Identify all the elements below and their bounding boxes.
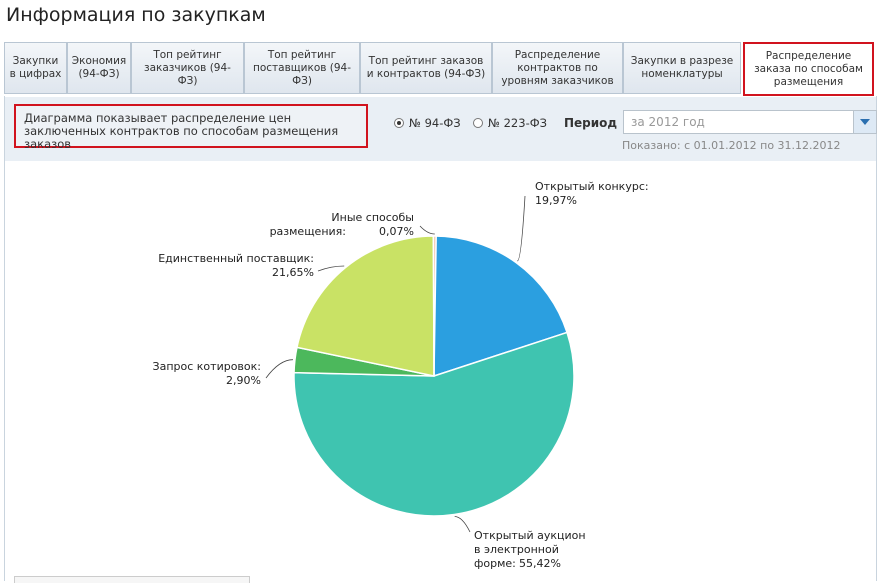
tab-procurement-figures[interactable]: Закупки в цифрах (4, 42, 67, 94)
slice-open-contest[interactable] (433, 235, 569, 378)
leader-quotation (265, 359, 293, 379)
label-other-name-1: Иные способы (331, 211, 414, 224)
label-quotation-name: Запрос котировок: (153, 360, 261, 373)
tab-top-suppliers[interactable]: Топ рейтинг поставщиков (94-ФЗ) (244, 42, 360, 94)
tab-nomenclature[interactable]: Закупки в разрезе номенклатуры (623, 42, 741, 94)
label-single-supplier-value: 21,65% (272, 266, 314, 279)
tab-top-orders-contracts[interactable]: Топ рейтинг заказов и контрактов (94-ФЗ) (360, 42, 492, 94)
label-open-contest-value: 19,97% (535, 194, 577, 207)
leader-single-supplier (317, 265, 345, 272)
chart-description: Диаграмма показывает распределение цен з… (14, 104, 368, 151)
leader-other (419, 225, 435, 235)
period-label: Период (564, 116, 618, 130)
leader-e-auction (454, 516, 471, 533)
slice-other[interactable] (432, 235, 437, 377)
period-dropdown-button[interactable] (853, 111, 876, 133)
label-leader-lines (265, 195, 526, 533)
label-e-auction-name-2: в электронной (474, 543, 559, 556)
tab-bar: Закупки в цифрах Экономия (94-ФЗ) Топ ре… (4, 42, 877, 96)
period-select-value: за 2012 год (631, 115, 705, 129)
leader-open-contest (516, 195, 526, 262)
radio-223-fz[interactable]: № 223-ФЗ (473, 116, 547, 130)
label-e-auction-name-1: Открытый аукцион (474, 529, 586, 542)
tab-placement-methods[interactable]: Распределение заказа по способам размеще… (743, 42, 874, 96)
label-e-auction-name-3: форме: (474, 557, 516, 570)
page-title: Информация по закупкам (6, 4, 266, 26)
radio-94-fz[interactable]: № 94-ФЗ (394, 116, 461, 130)
period-select[interactable]: за 2012 год (623, 110, 877, 134)
bottom-panel-edge (14, 576, 250, 583)
tab-contract-distribution-levels[interactable]: Распределение контрактов по уровням зака… (492, 42, 623, 94)
label-other-value: 0,07% (379, 225, 414, 238)
radio-checked-icon[interactable] (394, 118, 404, 128)
radio-94-fz-label: № 94-ФЗ (409, 116, 461, 130)
tab-top-customers[interactable]: Топ рейтинг заказчиков (94-ФЗ) (131, 42, 244, 94)
chevron-down-icon (860, 118, 870, 125)
slice-single-supplier[interactable] (296, 235, 435, 377)
slice-e-auction[interactable] (293, 331, 575, 517)
label-open-contest-name: Открытый конкурс: (535, 180, 649, 193)
label-single-supplier-name: Единственный поставщик: (158, 252, 314, 265)
radio-223-fz-label: № 223-ФЗ (488, 116, 547, 130)
label-quotation-value: 2,90% (226, 374, 261, 387)
tab-savings[interactable]: Экономия (94-ФЗ) (67, 42, 131, 94)
label-other-name-2: размещения: (270, 225, 346, 238)
shown-period-text: Показано: с 01.01.2012 по 31.12.2012 (622, 139, 841, 152)
pie-slices (293, 235, 575, 517)
radio-unchecked-icon[interactable] (473, 118, 483, 128)
label-e-auction-value: 55,42% (519, 557, 561, 570)
